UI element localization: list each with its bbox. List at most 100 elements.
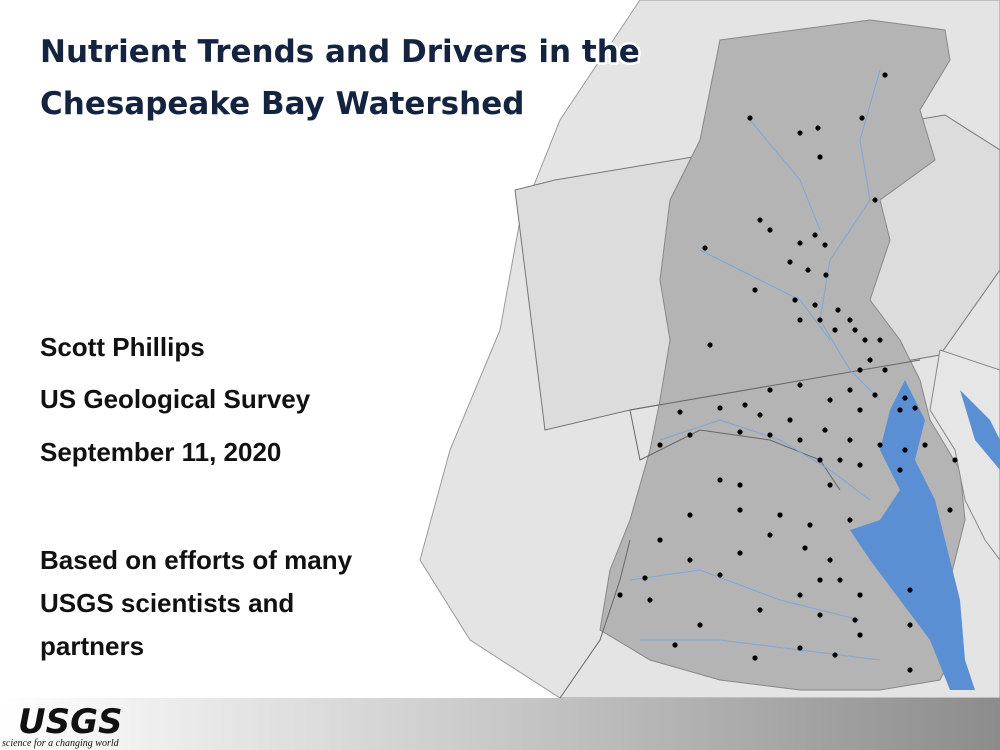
station-dot [827, 482, 833, 488]
station-dot [767, 532, 773, 538]
date: September 11, 2020 [40, 437, 281, 467]
station-dot [797, 317, 803, 323]
station-dot [882, 72, 888, 78]
station-dot [737, 429, 743, 435]
station-dot [752, 287, 758, 293]
station-dot [822, 242, 828, 248]
station-dot [802, 545, 808, 551]
station-dot [817, 154, 823, 160]
station-dot [757, 217, 763, 223]
station-dot [687, 512, 693, 518]
station-dot [817, 577, 823, 583]
station-dot [797, 240, 803, 246]
station-dot [642, 575, 648, 581]
station-dot [857, 592, 863, 598]
station-dot [797, 382, 803, 388]
state-line [629, 359, 921, 411]
station-dot [823, 272, 829, 278]
station-dot [952, 457, 958, 463]
station-dot [815, 125, 821, 131]
station-dot [737, 550, 743, 556]
station-dot [737, 482, 743, 488]
station-dot [657, 442, 663, 448]
station-dot [907, 667, 913, 673]
station-dot [777, 512, 783, 518]
station-dot [817, 317, 823, 323]
station-dot [847, 387, 853, 393]
station-dot [835, 307, 841, 313]
station-dot [907, 622, 913, 628]
station-dot [837, 457, 843, 463]
station-dot [862, 337, 868, 343]
stations [617, 72, 958, 673]
map [419, 0, 1000, 699]
title: Chesapeake Bay Watershed [40, 86, 524, 122]
station-dot [812, 302, 818, 308]
station-dot [907, 587, 913, 593]
station-dot [617, 592, 623, 598]
station-dot [872, 392, 878, 398]
station-dot [872, 197, 878, 203]
note: Based on efforts of many [40, 545, 353, 575]
title: Nutrient Trends and Drivers in the [40, 34, 640, 70]
station-dot [847, 437, 853, 443]
station-dot [647, 597, 653, 603]
station-dot [882, 367, 888, 373]
station-dot [797, 130, 803, 136]
station-dot [797, 645, 803, 651]
footer-band [0, 698, 1000, 750]
station-dot [857, 407, 863, 413]
station-dot [847, 517, 853, 523]
station-dot [687, 557, 693, 563]
station-dot [757, 607, 763, 613]
author: Scott Phillips [40, 332, 205, 362]
station-dot [852, 327, 858, 333]
station-dot [902, 395, 908, 401]
station-dot [827, 397, 833, 403]
station-dot [717, 572, 723, 578]
station-dot [687, 432, 693, 438]
station-dot [757, 412, 763, 418]
station-dot [672, 642, 678, 648]
station-dot [702, 245, 708, 251]
station-dot [717, 477, 723, 483]
station-dot [827, 557, 833, 563]
delaware-bay [960, 390, 1000, 470]
station-dot [902, 447, 908, 453]
station-dot [767, 227, 773, 233]
station-dot [832, 652, 838, 658]
station-dot [742, 402, 748, 408]
station-dot [867, 357, 873, 363]
station-dot [805, 267, 811, 273]
station-dot [747, 115, 753, 121]
delmarva [929, 349, 1000, 561]
rivers [629, 69, 881, 661]
station-dot [677, 409, 683, 415]
note: USGS scientists and [40, 588, 294, 618]
station-dot [837, 577, 843, 583]
station-dot [797, 592, 803, 598]
station-dot [857, 367, 863, 373]
station-dot [912, 405, 918, 411]
station-dot [822, 427, 828, 433]
station-dot [947, 507, 953, 513]
logo-tagline: science for a changing world [2, 738, 120, 749]
state-line [559, 539, 631, 699]
station-dot [847, 317, 853, 323]
station-dot [797, 437, 803, 443]
organization: US Geological Survey [40, 384, 311, 414]
station-dot [787, 417, 793, 423]
station-dot [877, 337, 883, 343]
station-dot [792, 297, 798, 303]
chesapeake-bay [850, 380, 975, 690]
station-dot [752, 655, 758, 661]
station-dot [897, 467, 903, 473]
state-line [629, 409, 841, 491]
station-dot [922, 442, 928, 448]
station-dot [807, 522, 813, 528]
station-dot [877, 442, 883, 448]
station-dot [817, 457, 823, 463]
station-dot [657, 537, 663, 543]
station-dot [697, 622, 703, 628]
